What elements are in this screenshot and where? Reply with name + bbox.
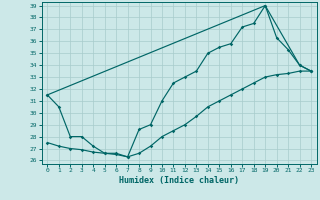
X-axis label: Humidex (Indice chaleur): Humidex (Indice chaleur) bbox=[119, 176, 239, 185]
